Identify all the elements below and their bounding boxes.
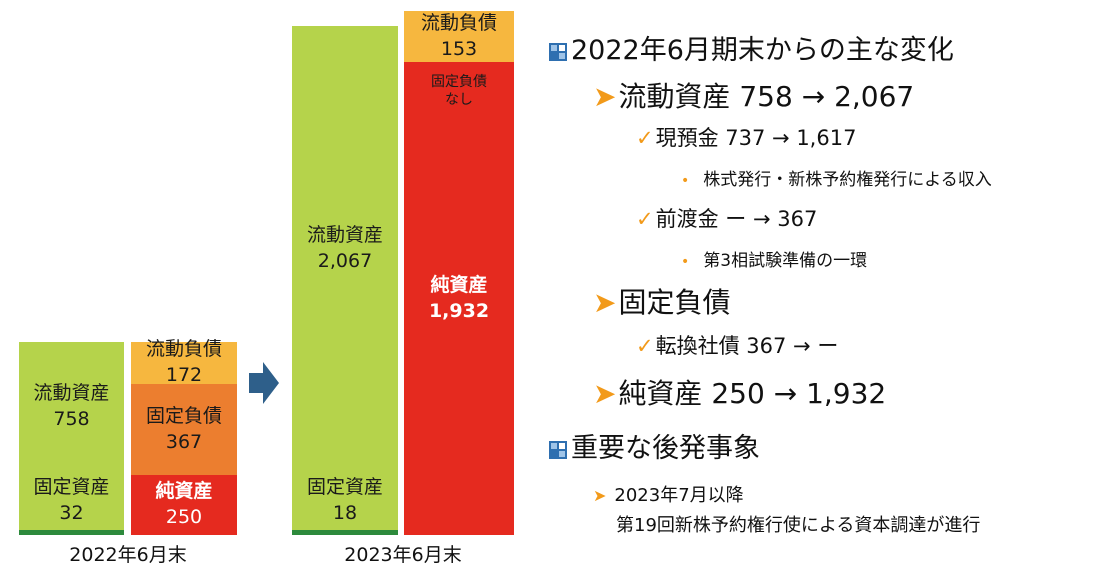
chevron-right-icon: ➤ [593, 286, 617, 319]
right-net-assets-label: 純資産 [430, 273, 488, 296]
section1-title: 2022年6月期末からの主な変化 [571, 35, 954, 66]
left-current-assets-value: 758 [53, 408, 90, 430]
right-current-assets-block: 流動資産 2,067 [292, 26, 398, 472]
square-marker-icon [549, 440, 567, 459]
right-net-assets-block: 純資産 1,932 [404, 62, 514, 535]
check-icon: ✓ [636, 207, 654, 231]
event-item-line2-text: 第19回新株予約権行使による資本調達が進行 [616, 515, 981, 536]
left-fixed-assets-label: 固定資産 [33, 476, 110, 499]
change-subitem-advance-text: 前渡金 ー → 367 [655, 207, 818, 231]
left-fixed-liabilities-label: 固定負債 [145, 404, 222, 427]
right-current-assets-value: 2,067 [317, 250, 373, 272]
chevron-right-icon: ➤ [593, 80, 617, 113]
check-icon: ✓ [636, 334, 654, 358]
right-fixed-liabilities-note: 固定負債 なし [404, 74, 514, 109]
change-subitem-cash-text: 現預金 737 → 1,617 [655, 126, 857, 150]
change-detail-cash-text: 株式発行・新株予約権発行による収入 [703, 170, 992, 190]
change-item-fixed-liabilities: ➤固定負債 [593, 281, 730, 321]
change-item-fixed-liabilities-text: 固定負債 [618, 286, 731, 319]
right-current-liabilities-label: 流動負債 [420, 11, 497, 34]
left-fixed-assets-baseline [19, 530, 124, 535]
right-fixed-assets-value: 18 [332, 502, 358, 524]
section2-heading: 重要な後発事象 [549, 426, 760, 465]
left-current-liabilities-value: 172 [165, 364, 203, 386]
right-current-assets-label: 流動資産 [306, 224, 383, 247]
change-subitem-cash: ✓現預金 737 → 1,617 [636, 122, 856, 152]
section1-heading: 2022年6月期末からの主な変化 [549, 28, 954, 67]
left-current-assets-block: 流動資産 758 [19, 342, 124, 472]
left-fixed-assets-block: 固定資産 32 [19, 472, 124, 530]
right-chart-caption: 2023年6月末 [344, 544, 462, 566]
change-item-net-assets: ➤純資産 250 → 1,932 [593, 372, 886, 412]
change-detail-advance: • 第3相試験準備の一環 [681, 246, 867, 271]
change-subitem-advance: ✓前渡金 ー → 367 [636, 203, 817, 233]
left-current-assets-label: 流動資産 [33, 382, 110, 405]
change-detail-cash: • 株式発行・新株予約権発行による収入 [681, 165, 992, 190]
right-current-liabilities-value: 153 [440, 37, 478, 60]
right-fixed-liabilities-label: 固定負債 [431, 74, 487, 90]
left-current-liabilities-block: 流動負債 172 [131, 338, 237, 386]
right-fixed-assets-baseline [292, 530, 398, 535]
left-net-assets-label: 純資産 [155, 480, 213, 503]
square-marker-icon [549, 42, 567, 61]
event-item-line2: 第19回新株予約権行使による資本調達が進行 [616, 511, 980, 537]
right-net-assets-value: 1,932 [428, 299, 490, 322]
change-item-current-assets-text: 流動資産 758 → 2,067 [618, 80, 915, 113]
bullet-dot-icon: • [681, 254, 690, 270]
change-item-current-assets: ➤流動資産 758 → 2,067 [593, 75, 914, 115]
section2-title: 重要な後発事象 [571, 433, 760, 464]
right-arrow-icon [249, 362, 279, 408]
change-detail-advance-text: 第3相試験準備の一環 [703, 251, 868, 271]
left-net-assets-value: 250 [165, 506, 203, 528]
left-chart-caption: 2022年6月末 [69, 544, 187, 566]
change-subitem-convertible-text: 転換社債 367 → ー [655, 334, 839, 358]
left-net-assets-block: 純資産 250 [131, 475, 237, 535]
right-current-liabilities-block: 流動負債 153 [404, 11, 514, 62]
event-item-line1-text: 2023年7月以降 [614, 485, 744, 506]
event-item-line1: ➤ 2023年7月以降 [593, 481, 744, 507]
left-fixed-liabilities-value: 367 [165, 430, 203, 453]
left-fixed-liabilities-block: 固定負債 367 [131, 384, 237, 475]
change-item-net-assets-text: 純資産 250 → 1,932 [618, 377, 887, 410]
chevron-right-icon: ➤ [593, 486, 607, 505]
bullet-dot-icon: • [681, 173, 690, 189]
left-fixed-assets-value: 32 [59, 502, 84, 524]
right-fixed-liabilities-value: なし [445, 91, 473, 108]
check-icon: ✓ [636, 126, 654, 150]
chevron-right-icon: ➤ [593, 377, 617, 410]
left-current-liabilities-label: 流動負債 [145, 338, 222, 361]
change-subitem-convertible: ✓転換社債 367 → ー [636, 330, 838, 360]
right-fixed-assets-block: 固定資産 18 [292, 472, 398, 530]
right-fixed-assets-label: 固定資産 [306, 476, 383, 499]
